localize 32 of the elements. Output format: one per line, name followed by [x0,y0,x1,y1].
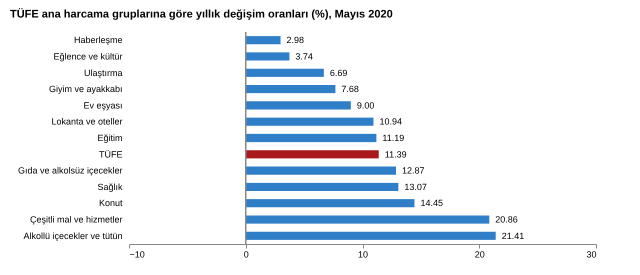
data-label: 2.98 [286,35,304,46]
y-tick-label: Çeşitli mal ve hizmetler [30,214,122,225]
x-tick-label: 30 [586,250,596,260]
x-tick-label: −10 [130,250,145,260]
x-tick-label: 20 [474,250,485,260]
y-tick-label: Gıda ve alkolsüz içecekler [18,166,122,176]
data-label: 20.86 [495,214,518,225]
data-label: 3.74 [295,51,313,62]
y-tick-label: Ev eşyası [83,100,122,110]
data-label: 7.68 [341,84,359,94]
data-label: 12.87 [402,166,425,176]
data-label: 14.45 [420,198,443,208]
data-label: 11.19 [382,133,404,143]
y-tick-label: Alkollü içecekler ve tütün [23,230,122,241]
y-tick-label: Eğitim [97,133,122,143]
y-tick-label: Lokanta ve oteller [51,116,122,127]
data-label: 13.07 [404,182,427,192]
y-tick-label: Giyim ve ayakkabı [48,84,122,94]
x-tick-label: 0 [244,250,249,260]
y-tick-label: Haberleşme [74,35,122,46]
chart-title: TÜFE ana harcama gruplarına göre yıllık değişim oranları (%), Mayıs 2020 [10,8,393,20]
x-tick-label: 10 [358,250,368,260]
y-tick-label: Konut [98,198,123,208]
data-label: 10.94 [379,116,402,127]
y-tick-label: Eğlence ve kültür [53,51,122,62]
data-label: 9.00 [356,100,374,110]
data-label: 6.69 [330,68,348,78]
y-tick-label: TÜFE [99,149,122,160]
data-label: 21.41 [502,230,524,241]
y-tick-label: Sağlık [97,182,123,192]
data-label: 11.39 [384,149,407,160]
y-tick-label: Ulaştırma [84,68,122,78]
